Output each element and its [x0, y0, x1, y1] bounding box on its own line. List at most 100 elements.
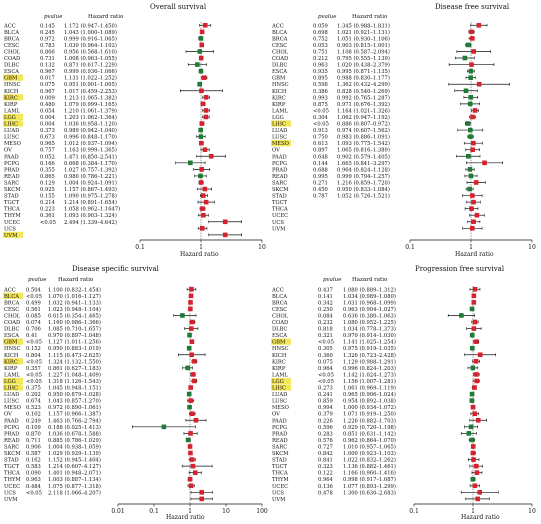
row-label: UCS — [272, 490, 284, 496]
row-label: LGG — [272, 115, 284, 121]
row-pvalue: 0.283 — [318, 431, 333, 437]
row-label: LGG — [272, 379, 284, 385]
label-highlight — [3, 113, 23, 121]
row-pvalue: 0.706 — [26, 327, 41, 333]
row-hazard-text: 0.999 (0.794–1.257) — [337, 173, 390, 180]
row-pvalue: 0.870 — [26, 431, 41, 437]
row-label: PRAD — [272, 167, 287, 173]
row-label: ACC — [271, 287, 284, 293]
hazard-header: Hazard ratio — [352, 14, 388, 20]
row-label: PCPG — [4, 425, 19, 431]
row-pvalue: <0.05 — [26, 372, 42, 378]
row-hazard-text: 0.970 (0.914–1.030) — [343, 332, 396, 339]
row-label: SKCM — [4, 187, 21, 193]
row-label: PCPG — [272, 161, 287, 167]
row-label: LUSC — [4, 399, 19, 405]
hr-point — [468, 127, 473, 133]
row-pvalue: 0.360 — [318, 353, 333, 359]
hr-point — [188, 293, 194, 299]
hr-point — [476, 81, 482, 87]
hr-point — [203, 114, 209, 120]
row-label: GBM — [272, 76, 286, 82]
row-label: LUSC — [272, 135, 287, 141]
row-label: SARC — [4, 180, 19, 186]
x-axis-label: Hazard ratio — [461, 514, 500, 521]
hr-point — [199, 88, 204, 94]
pvalue-header: pvalue — [44, 14, 63, 20]
row-label: KICH — [4, 353, 19, 359]
row-hazard-text: 1.023 (0.948–1.104) — [48, 306, 101, 313]
hr-point — [192, 470, 198, 475]
row-label: STAD — [4, 194, 19, 200]
row-hazard-text: 1.012 (0.937–1.094) — [64, 140, 117, 147]
row-label: UCS — [4, 226, 16, 232]
hr-point — [197, 49, 203, 54]
row-hazard-text: 0.999 (0.916–1.065) — [64, 35, 117, 42]
row-hazard-text: 1.079 (0.999–1.165) — [64, 101, 117, 108]
row-pvalue: 0.698 — [313, 30, 328, 36]
row-label: OV — [4, 148, 12, 154]
row-hazard-text: 1.318 (1.126–1.543) — [48, 378, 101, 385]
hr-point — [474, 470, 480, 475]
row-label: CESC — [272, 307, 287, 313]
row-label: READ — [4, 438, 20, 444]
row-hazard-text: 0.954 (0.892–1.038) — [343, 398, 396, 405]
hr-point — [188, 398, 193, 403]
row-hazard-text: 1.003 (0.887–1.134) — [48, 476, 101, 483]
hr-point — [199, 167, 205, 172]
row-label: KICH — [4, 89, 19, 95]
row-hazard-text: 0.950 (0.879–1.028) — [48, 391, 101, 398]
row-hazard-text: 1.131 (1.022–1.252) — [64, 75, 117, 82]
row-hazard-text: 0.963 (0.904–1.027) — [343, 306, 396, 313]
hr-point — [469, 226, 475, 231]
hr-point — [190, 319, 195, 325]
row-pvalue: 0.009 — [40, 95, 55, 101]
row-pvalue: 0.484 — [26, 484, 42, 490]
row-pvalue: 0.321 — [318, 333, 333, 339]
row-pvalue: 0.090 — [26, 471, 41, 477]
row-pvalue: 0.223 — [40, 207, 55, 213]
row-hazard-text: 1.022 (0.832–1.262) — [343, 457, 396, 464]
label-highlight — [271, 377, 291, 385]
row-pvalue: 0.648 — [313, 154, 328, 160]
row-pvalue: 0.386 — [313, 89, 328, 95]
row-hazard-text: 0.998 (0.917–1.087) — [343, 476, 396, 483]
hr-point — [474, 378, 480, 384]
hr-point — [470, 114, 475, 120]
hr-point — [200, 193, 206, 198]
label-highlight — [271, 338, 291, 345]
row-label: LGG — [4, 115, 16, 121]
row-label: DLBC — [4, 327, 20, 333]
row-pvalue: 0.967 — [40, 69, 55, 75]
row-pvalue: 0.587 — [26, 451, 41, 457]
row-label: LIHC — [272, 386, 286, 392]
row-label: UVM — [4, 497, 18, 503]
row-label: DLBC — [272, 63, 288, 69]
hr-point — [185, 437, 191, 443]
hr-point — [474, 372, 479, 377]
row-label: SARC — [4, 444, 19, 450]
row-pvalue: 0.963 — [26, 477, 41, 483]
row-hazard-text: 1.031 (0.968–1.099) — [343, 299, 396, 306]
row-hazard-text: 1.020 (0.438–2.379) — [337, 62, 390, 69]
row-pvalue: <0.05 — [26, 340, 42, 346]
row-hazard-text: 1.142 (1.024–1.273) — [343, 371, 396, 378]
row-hazard-text: 0.996 (0.824–1.203) — [343, 365, 396, 372]
hr-point — [469, 332, 475, 338]
hr-point — [202, 147, 208, 153]
hr-point — [192, 378, 197, 384]
row-pvalue: 0.361 — [40, 213, 55, 219]
row-label: PAAD — [272, 154, 287, 160]
row-hazard-text: 1.129 (0.988–1.291) — [343, 358, 396, 365]
row-label: UVM — [272, 497, 286, 503]
panel-title: Overall survival — [150, 3, 207, 11]
hr-point — [470, 444, 476, 449]
row-label: SKCM — [272, 187, 289, 193]
row-pvalue: 0.145 — [40, 23, 55, 29]
x-tick-label: 10 — [222, 508, 230, 515]
row-pvalue: 0.054 — [40, 108, 56, 114]
hr-point — [199, 29, 205, 35]
row-hazard-text: 0.885 (0.786–1.029) — [48, 437, 101, 444]
row-pvalue: 0.906 — [26, 444, 41, 450]
row-label: HNSC — [272, 346, 289, 352]
